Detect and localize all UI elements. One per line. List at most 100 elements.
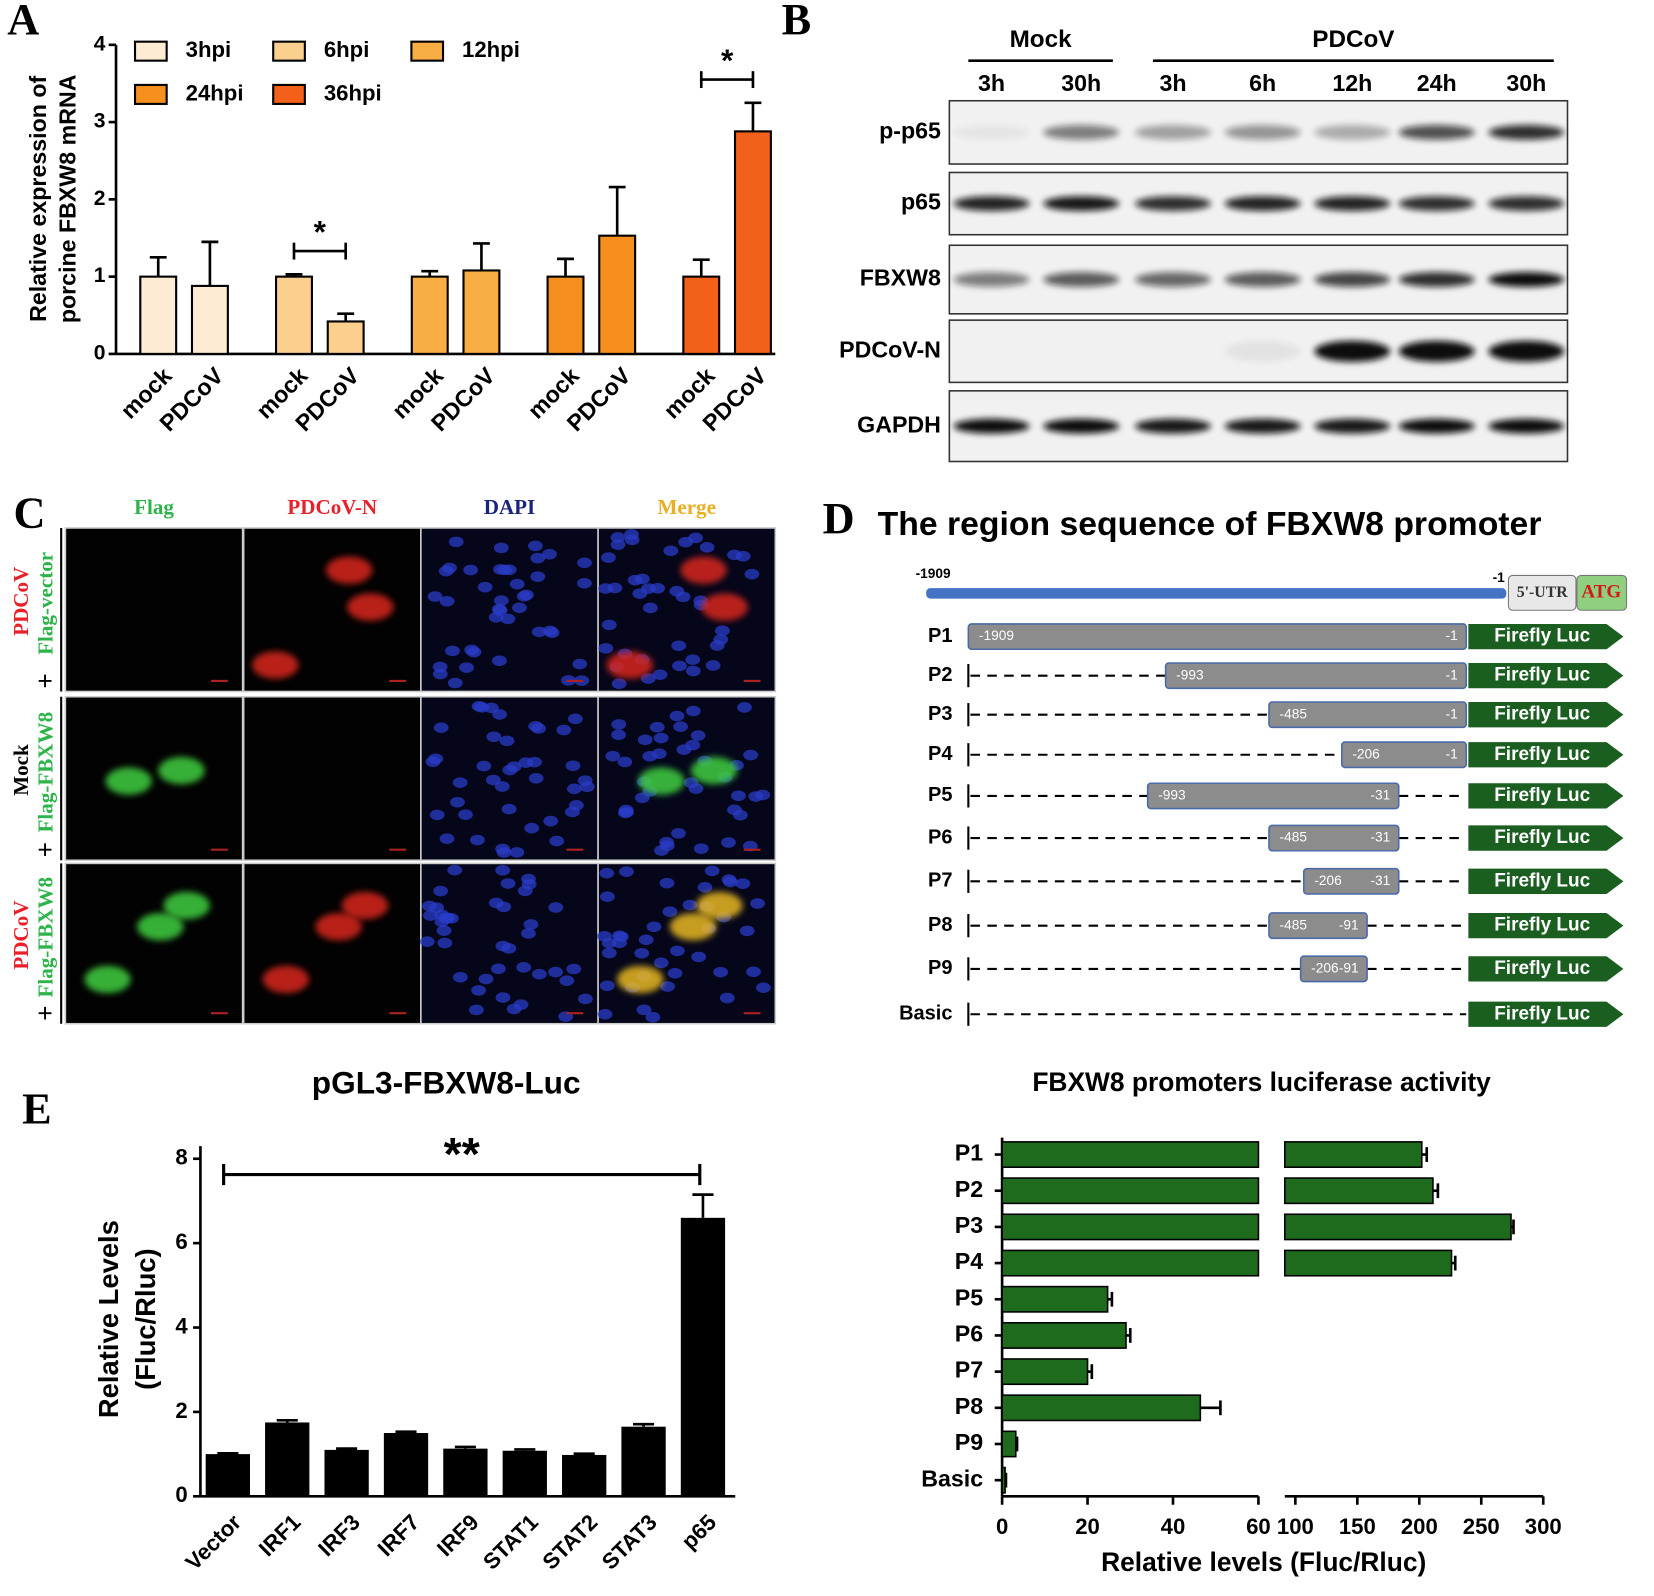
nucleus [690,730,706,741]
bar [265,1422,310,1497]
nucleus [524,822,540,834]
bar [1284,1213,1512,1241]
nucleus [439,833,455,844]
nucleus [662,906,678,917]
nucleus [549,835,565,847]
x-tick-label: 100 [1277,1514,1314,1539]
nucleus [433,885,449,897]
significance-label: * [721,42,734,78]
nucleus [548,966,563,978]
nucleus [671,828,686,839]
construct-name: P8 [928,914,953,936]
fragment-start: -206 [1352,746,1380,761]
nucleus [490,963,506,975]
nucleus [429,902,444,913]
row-label: + [30,673,60,689]
nucleus [737,702,752,713]
row-label: + [30,842,60,858]
row-label: + [30,1005,60,1021]
blot-band [1135,196,1211,211]
nucleus [667,967,683,979]
utr-label: 5'-UTR [1517,584,1569,601]
significance-label: * [314,214,327,250]
cell [638,767,685,795]
x-axis-label: Relative levels (Fluc/Rluc) [1101,1547,1426,1577]
nucleus [458,809,473,820]
nucleus [611,729,626,741]
construct-name: P3 [928,703,953,725]
row-label: PDCoV [9,901,33,970]
cell [669,912,717,941]
nucleus [566,963,582,975]
y-tick-label: 3 [94,110,106,133]
nucleus [422,910,438,921]
nucleus [682,899,698,911]
reporter-label: Firefly Luc [1494,958,1590,979]
bar [324,1449,369,1497]
column-label: Merge [657,495,716,519]
x-tick-label: p65 [677,1510,722,1555]
legend-swatch [133,40,168,62]
nucleus [499,735,515,747]
promoter-fragment [1146,782,1400,810]
nucleus [548,902,564,913]
bar [462,269,501,355]
fragment-end: -31 [1370,873,1390,888]
nucleus [685,705,701,717]
nucleus [673,721,688,732]
nucleus [601,947,617,959]
blot-band [1488,340,1565,362]
nucleus [542,548,557,560]
nucleus [493,595,509,606]
x-tick-label: 20 [1075,1514,1100,1539]
column-label: DAPI [484,495,536,519]
bar [1001,1430,1017,1458]
y-axis-label: porcine FBXW8 mRNA [55,74,81,323]
bar [680,1217,726,1497]
cell [617,965,664,994]
nucleus [519,589,534,601]
row-label: FBXW8 [860,265,941,291]
cell [158,756,205,785]
blot-band [1314,125,1391,140]
legend-label: 36hpi [324,80,382,105]
nucleus [600,891,615,902]
nucleus [436,925,452,936]
nucleus [699,542,715,553]
nucleus [653,957,669,969]
nucleus [530,571,546,582]
nucleus [509,578,525,590]
bar [139,275,178,355]
nucleus [599,867,615,879]
construct-name: P5 [928,784,953,806]
x-tick-label: STAT3 [597,1510,662,1575]
promoter-fragment [967,623,1468,651]
bar [1001,1249,1260,1277]
nucleus [463,564,479,576]
legend-label: 3hpi [186,37,232,62]
y-axis-label: (Fluc/Rluc) [130,1248,161,1390]
bar [1284,1141,1423,1168]
nucleus [459,662,474,673]
y-tick-label: P5 [955,1284,983,1310]
y-tick-label: P9 [955,1429,983,1455]
blot-band [1043,272,1120,287]
micrograph [64,862,244,1025]
nucleus [651,748,667,759]
micrograph [597,862,777,1025]
nucleus [597,1008,613,1020]
nucleus [713,634,729,645]
nucleus [491,603,507,615]
reporter-arrow [1468,868,1624,894]
nucleus [705,660,721,671]
panel-label: C [14,489,46,538]
utr-box [1507,574,1577,611]
reporter-arrow [1468,956,1624,982]
reporter-arrow [1468,912,1624,939]
x-tick-label: 60 [1246,1514,1271,1539]
nucleus [660,981,675,992]
nucleus [646,921,662,933]
micrograph [420,527,599,693]
row-label: PDCoV-N [839,336,941,362]
